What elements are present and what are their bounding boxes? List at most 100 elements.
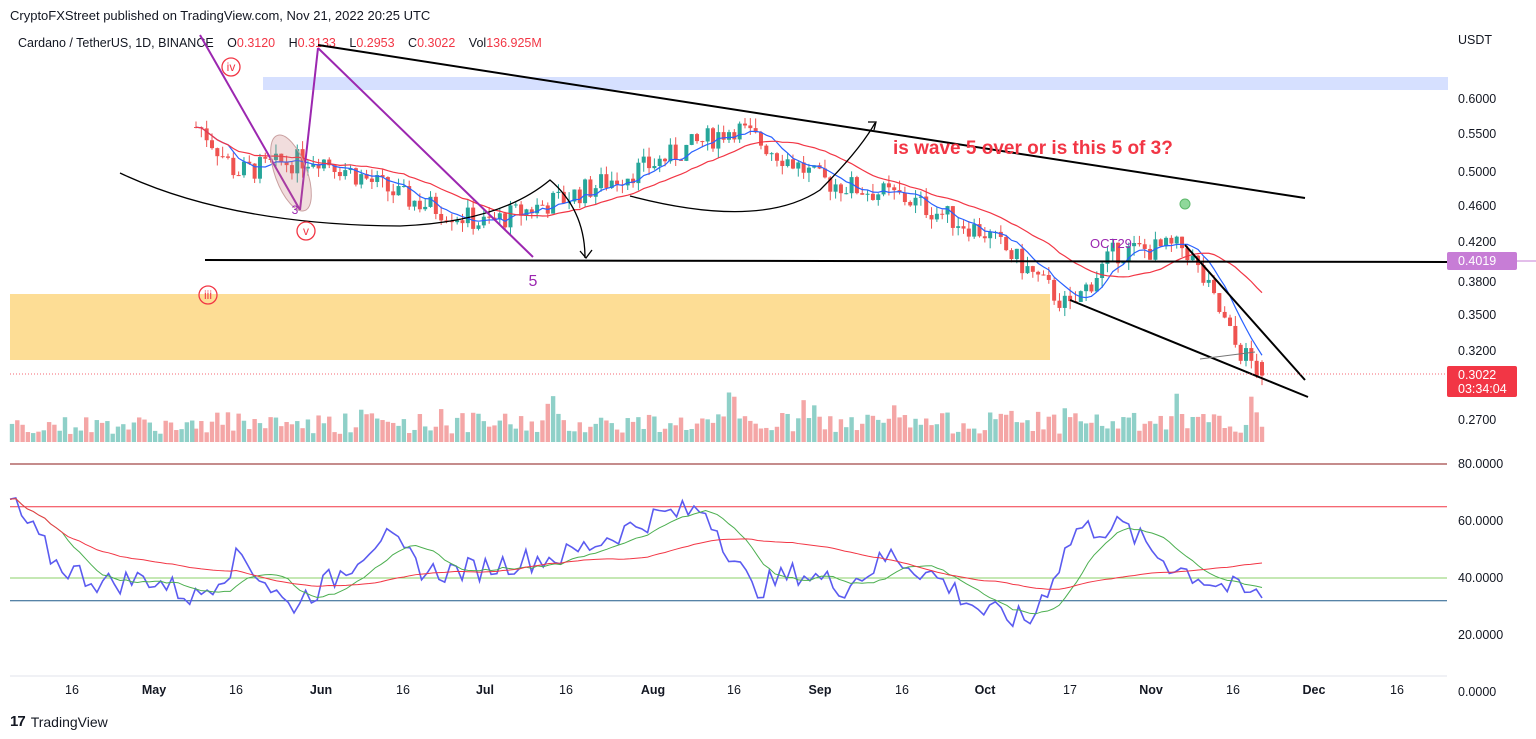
candle-body [886,183,891,188]
volume-bar [1041,429,1046,442]
level-tag-bg [1447,252,1517,270]
candle-body [380,175,385,178]
volume-bar [1222,428,1227,442]
candle-body [615,180,620,185]
candle-body [732,132,737,140]
volume-bar [241,420,247,442]
candle-body [311,164,316,167]
time-axis-label: Jun [310,683,332,697]
candle-body [940,213,945,215]
volume-value: 136.925M [486,36,542,50]
volume-bar [343,413,348,442]
volume-bar [73,427,78,442]
volume-bar [279,426,284,442]
volume-bar [1110,421,1115,442]
tradingview-logo[interactable]: 17 TradingView [10,713,108,730]
volume-bar [1195,416,1201,442]
candle-body [599,174,604,189]
candle-body [433,196,438,214]
volume-bar [268,417,273,442]
volume-bar [433,426,439,442]
volume-bar [110,433,115,442]
last-price-tag-bg [1447,366,1517,397]
candle-body [337,172,342,177]
candle-body [572,189,577,202]
support-zone [10,294,1050,360]
price-axis-label: 0.4600 [1458,199,1496,213]
candle-body [796,162,801,169]
volume-bar [556,413,561,442]
volume-bar [1249,396,1254,442]
volume-bar [700,418,705,442]
candle-body [918,196,923,198]
candle-body [391,191,396,196]
volume-bar [236,413,241,442]
candle-body [860,193,865,195]
volume-bar [137,417,142,442]
candle-body [1105,251,1110,264]
volume-bar [534,431,540,442]
candle-body [753,128,758,133]
volume-bar [1094,414,1099,442]
volume-bar [1211,414,1217,442]
candle-body [332,165,337,173]
volume-bar [353,427,359,442]
candle-body [700,141,705,143]
volume-bar [913,418,918,442]
wedge-lower-line [1069,299,1309,398]
candle-body [1094,277,1099,292]
volume-bar [881,422,886,442]
candle-body [1238,344,1243,361]
wave-line [199,34,301,211]
candle-body [1084,284,1089,292]
candle-body [519,204,524,216]
rsi-pane [9,463,1447,628]
volume-bar [657,431,662,442]
candle-body [343,170,348,177]
candle-body [1217,293,1222,312]
volume-bar [908,427,913,442]
volume-bar [401,419,407,442]
wave-5-label: 5 [529,273,538,290]
candle-body [1126,246,1131,262]
volume-bar [465,432,471,442]
time-axis-label: 16 [396,683,410,697]
candle-body [764,145,769,155]
volume-bar [1142,423,1147,442]
volume-bar [737,418,742,442]
candle-body [412,200,417,207]
volume-bar [998,413,1004,442]
volume-bar [678,417,684,442]
volume-bar [231,430,236,442]
ma-fast-line [195,126,1263,356]
candle-body [535,204,540,214]
volume-bar [1217,415,1222,442]
volume-bar [886,418,892,442]
candle-body [641,156,646,163]
volume-bar [348,432,353,442]
time-axis-label: May [142,683,166,697]
wedge-upper-line [1184,244,1306,381]
time-axis-label: Dec [1303,683,1326,697]
currency-label[interactable]: USDT [1458,33,1493,47]
candle-body [876,194,881,200]
volume-bar [1174,393,1179,442]
volume-bar [369,413,375,442]
volume-bar [337,433,343,442]
oct29-label: OCT29 [1090,236,1132,251]
symbol-name[interactable]: Cardano / TetherUS, 1D, BINANCE [18,36,214,50]
volume-bar [36,431,41,442]
candle-body [540,204,545,206]
publisher-header: CryptoFXStreet published on TradingView.… [10,8,431,23]
volume-bar [1046,416,1051,442]
candle-body [385,177,390,192]
price-axis-label: 0.3500 [1458,308,1496,322]
downtrend-line [317,44,1306,199]
volume-bar [1057,433,1062,442]
candle-body [284,162,289,166]
candle-body [982,236,987,239]
candle-body [684,144,689,161]
wave-line [317,47,534,258]
volume-bars [9,392,1265,442]
